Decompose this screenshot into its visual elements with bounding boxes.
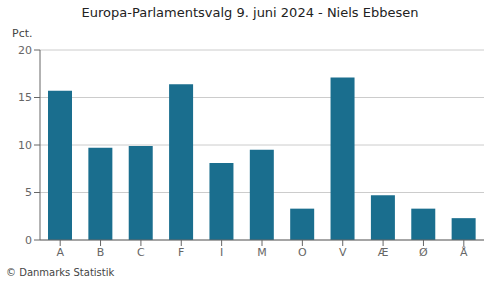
- svg-text:Æ: Æ: [378, 246, 389, 259]
- html-text:Europa-Parlamentsvalg 9. juni: Europa-Parlamentsvalg 9. juni 2024 - Nie…: [81, 5, 419, 20]
- svg-text:Ø: Ø: [419, 246, 428, 259]
- svg-text:0: 0: [25, 234, 32, 247]
- svg-text:B: B: [97, 246, 105, 259]
- svg-text:15: 15: [18, 91, 32, 104]
- svg-text:10: 10: [18, 139, 32, 152]
- svg-text:I: I: [220, 246, 223, 259]
- svg-text:5: 5: [25, 186, 32, 199]
- svg-text:Å: Å: [460, 246, 468, 259]
- html-text:© Danmarks Statistik: © Danmarks Statistik: [6, 267, 115, 278]
- svg-text:V: V: [339, 246, 347, 259]
- svg-text:C: C: [137, 246, 145, 259]
- svg-text:O: O: [298, 246, 307, 259]
- svg-text:M: M: [257, 246, 267, 259]
- svg-text:20: 20: [18, 44, 32, 57]
- svg-text:F: F: [178, 246, 184, 259]
- svg-text:A: A: [56, 246, 64, 259]
- html-text:Pct.: Pct.: [12, 27, 33, 40]
